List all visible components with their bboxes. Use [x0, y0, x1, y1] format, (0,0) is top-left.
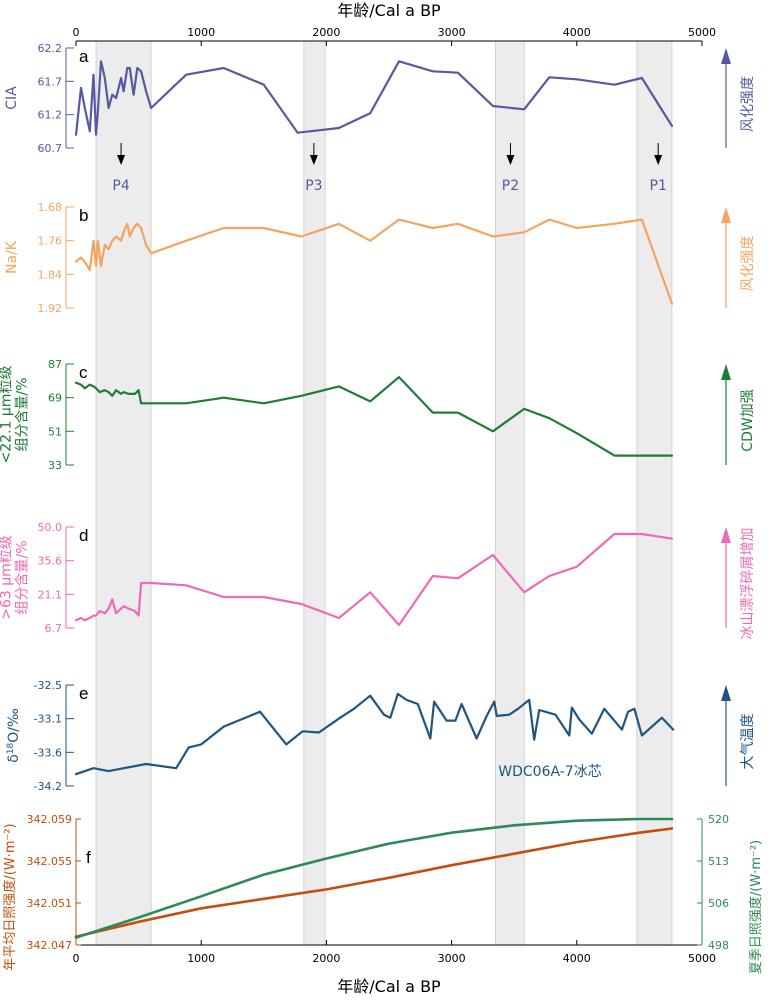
top-x-tick-label: 2000: [312, 26, 340, 39]
right-label-c: CDW加强: [740, 389, 756, 451]
y-tick-label-a: 62.2: [38, 42, 63, 55]
y-tick-label-b: 1.68: [38, 201, 63, 214]
right-y-axis-title-f: 夏季日照强度/(W·m⁻²): [748, 840, 764, 974]
right-y-tick-label-f: 520: [708, 813, 729, 826]
panel-letter-a: a: [79, 47, 89, 66]
period-label: P2: [502, 178, 519, 194]
series-line-e: [74, 692, 675, 776]
series-line-d: [74, 532, 674, 627]
y-axis-title-d: >63 μm粒级组分含量/%: [0, 535, 31, 620]
left-y-tick-label-f: 342.047: [27, 939, 73, 952]
y-axis-title-e: δ18O/‰: [6, 708, 22, 763]
bottom-x-tick-label: 5000: [688, 952, 716, 965]
period-arrow-head: [309, 155, 318, 165]
period-label: P1: [650, 178, 667, 194]
annotation-e: WDC06A-7冰芯: [498, 764, 601, 780]
right-label-b: 风化强度: [740, 236, 756, 292]
panel-letter-f: f: [86, 848, 91, 867]
y-tick-label-b: 1.84: [38, 268, 63, 281]
y-tick-label-d: 50.0: [38, 521, 63, 534]
right-y-tick-label-f: 498: [708, 939, 729, 952]
y-tick-label-b: 1.76: [38, 235, 63, 248]
y-axis-title-b: Na/K: [4, 240, 20, 274]
y-axis-title-line: 组分含量/%: [15, 377, 31, 451]
right-y-tick-label-f: 506: [708, 897, 729, 910]
right-arrow-head-a: [721, 48, 731, 64]
shaded-band: [95, 40, 152, 946]
period-arrow-head: [654, 155, 663, 165]
period-arrow-head: [117, 155, 126, 165]
series-line-c: [74, 376, 674, 457]
panel-letter-c: c: [79, 363, 88, 382]
y-axis-title-line: >63 μm粒级: [0, 535, 15, 620]
y-axis-title-a: CIA: [4, 86, 20, 110]
right-arrow-head-c: [721, 364, 731, 380]
left-y-tick-label-f: 342.055: [27, 855, 73, 868]
data-series: [74, 60, 675, 939]
bottom-x-tick-label: 2000: [312, 952, 340, 965]
y-axis-title-part: δ: [6, 754, 22, 763]
bottom-x-tick-label: 0: [73, 952, 80, 965]
period-label: P4: [112, 178, 129, 194]
panel-letter-e: e: [79, 684, 88, 703]
top-x-tick-label: 5000: [688, 26, 716, 39]
y-tick-label-e: -34.2: [34, 780, 62, 793]
top-x-tick-label: 3000: [438, 26, 466, 39]
y-tick-label-e: -33.6: [34, 746, 62, 759]
right-label-a: 风化强度: [740, 76, 756, 132]
y-tick-label-c: 33: [48, 459, 62, 472]
right-label-d: 冰山漂浮碎屑增加: [740, 528, 756, 640]
y-axis-title-c: <22.1 μm粒级组分含量/%: [0, 366, 31, 464]
period-label: P3: [305, 178, 322, 194]
bottom-x-tick-label: 1000: [187, 952, 215, 965]
top-x-tick-label: 4000: [563, 26, 591, 39]
shaded-band: [636, 40, 673, 946]
left-y-tick-label-f: 342.059: [27, 813, 73, 826]
y-tick-label-e: -33.1: [34, 713, 62, 726]
right-arrow-head-b: [721, 207, 731, 223]
right-arrow-head-d: [721, 527, 731, 543]
y-tick-label-e: -32.5: [34, 679, 62, 692]
top-x-tick-label: 1000: [187, 26, 215, 39]
y-axis-title-line: <22.1 μm粒级: [0, 366, 15, 464]
y-tick-label-d: 35.6: [38, 555, 63, 568]
y-tick-label-b: 1.92: [38, 302, 63, 315]
y-axis-title-part: O/‰: [6, 708, 22, 743]
y-tick-label-c: 87: [48, 358, 62, 371]
series-line-a: [74, 60, 674, 136]
y-tick-label-c: 69: [48, 392, 62, 405]
y-tick-label-c: 51: [48, 425, 62, 438]
axes: [65, 40, 731, 946]
y-tick-label-a: 61.7: [38, 75, 63, 88]
right-arrow-head-e: [721, 685, 731, 701]
panel-letter-d: d: [79, 526, 88, 545]
shaded-band: [495, 40, 525, 946]
panel-letter-b: b: [79, 206, 88, 225]
bottom-x-tick-label: 4000: [563, 952, 591, 965]
right-y-tick-label-f: 513: [708, 855, 729, 868]
y-axis-title-part: 18: [6, 742, 16, 754]
y-axis-title-line: 组分含量/%: [15, 540, 31, 614]
period-arrow-head: [506, 155, 515, 165]
bottom-x-axis-title: 年龄/Cal a BP: [337, 977, 441, 996]
left-y-tick-label-f: 342.051: [27, 897, 73, 910]
y-tick-label-a: 61.2: [38, 109, 63, 122]
top-x-tick-label: 0: [73, 26, 80, 39]
shaded-band: [303, 40, 326, 946]
series-line-b: [74, 218, 674, 305]
series-line-f-right: [74, 817, 674, 939]
shaded-bands: [95, 40, 673, 946]
series-line-f-left: [74, 827, 674, 938]
y-tick-label-a: 60.7: [38, 142, 63, 155]
y-tick-label-d: 21.1: [38, 588, 63, 601]
bottom-x-tick-label: 3000: [438, 952, 466, 965]
y-tick-label-d: 6.7: [45, 622, 63, 635]
right-label-e: 大气温度: [740, 714, 756, 770]
left-y-axis-title-f: 年平均日照强度/(W·m⁻²): [2, 823, 18, 970]
top-x-axis-title: 年龄/Cal a BP: [337, 1, 441, 20]
